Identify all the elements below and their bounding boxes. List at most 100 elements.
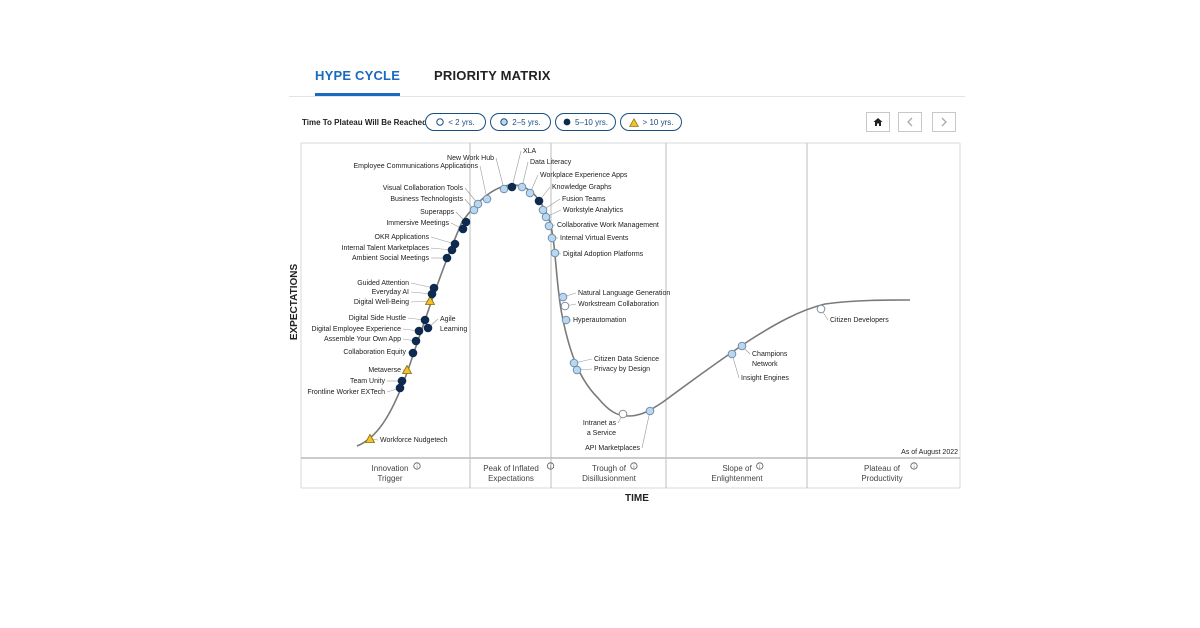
marker-workstream-collaboration[interactable] (560, 301, 570, 311)
info-icon-glyph: i (550, 464, 551, 470)
filter-option-label: < 2 yrs. (448, 117, 475, 127)
marker-digital-side-hustle[interactable] (420, 315, 430, 325)
tab-priority-matrix[interactable]: PRIORITY MATRIX (434, 68, 551, 83)
info-icon[interactable] (910, 462, 918, 470)
marker-champions-network[interactable] (737, 341, 747, 351)
marker-guided-attention[interactable] (429, 283, 439, 293)
phase-label: Slope of (722, 464, 752, 473)
marker-business-technologists[interactable] (469, 205, 479, 215)
label-workstream-collaboration: Workstream Collaboration (578, 301, 659, 308)
filter-2-5-years[interactable]: 2–5 yrs. (490, 113, 551, 131)
info-icon[interactable] (630, 462, 638, 470)
marker-team-unity[interactable] (397, 376, 407, 386)
info-icon[interactable] (413, 462, 421, 470)
marker-natural-language-generation[interactable] (558, 292, 568, 302)
label-agile-learning: Agile (440, 316, 456, 323)
marker-superapps[interactable] (461, 217, 471, 227)
filter-5-10-years[interactable]: 5–10 yrs. (555, 113, 616, 131)
label-privacy-by-design: Privacy by Design (594, 366, 650, 373)
label-guided-attention: Guided Attention (357, 280, 409, 287)
leader-line (641, 410, 651, 449)
label-hyperautomation: Hyperautomation (573, 317, 626, 324)
phase-label: Peak of Inflated (483, 464, 539, 473)
phase-label: Plateau of (864, 464, 901, 473)
label-intranet-as-a-service: Intranet as (583, 420, 617, 427)
label-okr-applications: OKR Applications (375, 234, 430, 241)
label-insight-engines: Insight Engines (741, 375, 789, 382)
leader-line (495, 157, 505, 190)
marker-collaborative-work-management[interactable] (544, 221, 554, 231)
info-icon[interactable] (546, 462, 555, 470)
label-digital-employee-experience: Digital Employee Experience (312, 326, 402, 333)
label-intranet-as-a-service: a Service (587, 430, 616, 437)
info-icon-glyph: i (416, 464, 417, 470)
label-api-marketplaces: API Marketplaces (585, 445, 640, 452)
label-citizen-data-science: Citizen Data Science (594, 356, 659, 363)
marker-insight-engines[interactable] (727, 349, 737, 359)
marker-internal-virtual-events[interactable] (547, 233, 557, 243)
chart-frame (300, 142, 961, 489)
marker-hyperautomation[interactable] (561, 315, 571, 325)
marker-agile-learning[interactable] (423, 323, 433, 333)
marker-ambient-social-meetings[interactable] (442, 253, 452, 263)
marker-new-work-hub[interactable] (499, 184, 509, 194)
white-circle-icon (436, 118, 444, 126)
marker-okr-applications[interactable] (450, 239, 460, 249)
marker-digital-employee-experience[interactable] (414, 326, 424, 336)
navy-circle-icon (563, 118, 571, 126)
marker-employee-communications-applications[interactable] (482, 194, 492, 204)
marker-intranet-as-a-service[interactable] (618, 409, 628, 419)
marker-xla[interactable] (507, 182, 517, 192)
leader-line (479, 165, 488, 200)
next-button[interactable] (932, 112, 956, 132)
marker-immersive-meetings[interactable] (458, 224, 468, 234)
label-digital-well-being: Digital Well-Being (354, 299, 409, 306)
marker-workstyle-analytics[interactable] (541, 212, 551, 222)
label-immersive-meetings: Immersive Meetings (386, 220, 449, 227)
leader-line (410, 300, 431, 303)
label-everyday-ai: Everyday AI (372, 289, 409, 296)
filter-option-label: > 10 yrs. (642, 117, 674, 127)
marker-workplace-experience-apps[interactable] (525, 188, 535, 198)
phase-label: Trigger (377, 474, 402, 483)
label-internal-talent-marketplaces: Internal Talent Marketplaces (342, 245, 430, 252)
filter-option-label: 5–10 yrs. (575, 117, 608, 127)
chevron-right-icon (941, 117, 947, 127)
marker-visual-collaboration-tools[interactable] (473, 199, 483, 209)
yellow-triangle-icon (628, 117, 639, 127)
marker-fusion-teams[interactable] (538, 205, 548, 215)
marker-workforce-nudgetech[interactable] (364, 433, 376, 443)
filter-over-10-years[interactable]: > 10 yrs. (620, 113, 682, 131)
marker-digital-adoption-platforms[interactable] (550, 248, 560, 258)
label-champions-network: Network (752, 361, 778, 368)
home-button[interactable] (866, 112, 890, 132)
marker-knowledge-graphs[interactable] (534, 196, 544, 206)
phase-label: Innovation (372, 464, 409, 473)
tab-hype-cycle[interactable]: HYPE CYCLE (315, 68, 401, 96)
info-icon[interactable] (756, 462, 764, 470)
label-internal-virtual-events: Internal Virtual Events (560, 235, 629, 242)
marker-data-literacy[interactable] (517, 182, 527, 192)
phase-label: Disillusionment (582, 474, 637, 483)
marker-citizen-data-science[interactable] (569, 358, 579, 368)
info-icon-glyph: i (759, 464, 760, 470)
label-digital-side-hustle: Digital Side Hustle (349, 315, 406, 322)
label-collaboration-equity: Collaboration Equity (343, 349, 406, 356)
marker-assemble-your-own-app[interactable] (411, 336, 421, 346)
marker-frontline-worker-extech[interactable] (395, 383, 405, 393)
marker-citizen-developers[interactable] (816, 304, 826, 314)
marker-collaboration-equity[interactable] (408, 348, 418, 358)
marker-metaverse[interactable] (401, 364, 413, 374)
marker-digital-well-being[interactable] (424, 295, 436, 305)
label-citizen-developers: Citizen Developers (830, 317, 889, 324)
phase-label: Expectations (488, 474, 534, 483)
marker-privacy-by-design[interactable] (572, 365, 582, 375)
previous-button[interactable] (898, 112, 922, 132)
hype-curve (356, 184, 911, 447)
label-collaborative-work-management: Collaborative Work Management (557, 222, 659, 229)
filter-under-2-years[interactable]: < 2 yrs. (425, 113, 486, 131)
marker-api-marketplaces[interactable] (645, 406, 655, 416)
label-workplace-experience-apps: Workplace Experience Apps (540, 172, 628, 179)
lightblue-circle-icon (500, 118, 508, 126)
